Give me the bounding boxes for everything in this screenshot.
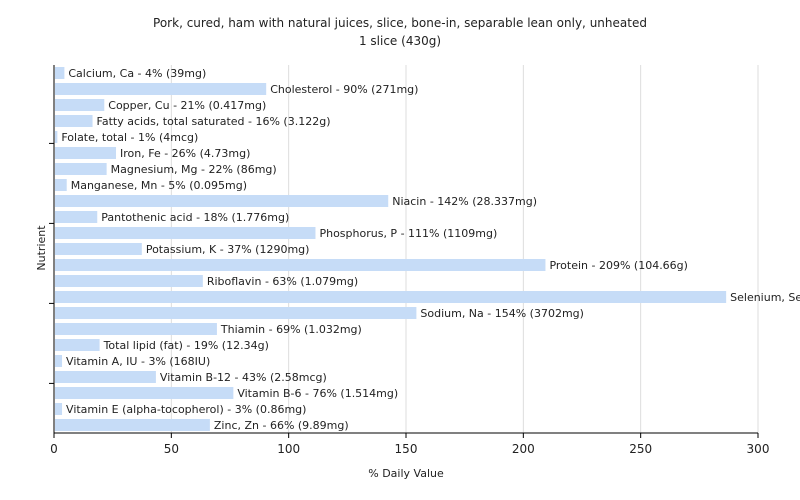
bar-label: Folate, total - 1% (4mcg) bbox=[61, 131, 198, 144]
bar-label: Manganese, Mn - 5% (0.095mg) bbox=[71, 179, 247, 192]
bar-label: Sodium, Na - 154% (3702mg) bbox=[420, 307, 584, 320]
bar-label: Total lipid (fat) - 19% (12.34g) bbox=[103, 339, 269, 352]
bar-label: Riboflavin - 63% (1.079mg) bbox=[207, 275, 358, 288]
bar bbox=[55, 291, 727, 303]
bar bbox=[55, 227, 316, 239]
bar bbox=[55, 83, 267, 95]
bar-label: Phosphorus, P - 111% (1109mg) bbox=[319, 227, 497, 240]
chart-subtitle: 1 slice (430g) bbox=[359, 34, 441, 48]
bar bbox=[55, 67, 65, 79]
bar bbox=[55, 419, 210, 431]
x-tick-label: 0 bbox=[50, 442, 58, 456]
bar-label: Potassium, K - 37% (1290mg) bbox=[146, 243, 310, 256]
bar bbox=[55, 131, 58, 143]
bar bbox=[55, 99, 105, 111]
bar-label: Vitamin E (alpha-tocopherol) - 3% (0.86m… bbox=[66, 403, 306, 416]
bar-label: Niacin - 142% (28.337mg) bbox=[392, 195, 537, 208]
bar-label: Protein - 209% (104.66g) bbox=[549, 259, 688, 272]
x-tick-label: 300 bbox=[747, 442, 770, 456]
x-tick-label: 150 bbox=[395, 442, 418, 456]
bar bbox=[55, 179, 67, 191]
bar-label: Fatty acids, total saturated - 16% (3.12… bbox=[97, 115, 331, 128]
grid-lines bbox=[170, 65, 759, 433]
bar bbox=[55, 323, 217, 335]
bar bbox=[55, 243, 142, 255]
bar bbox=[55, 387, 234, 399]
x-tick-label: 250 bbox=[629, 442, 652, 456]
bar bbox=[55, 371, 156, 383]
y-axis-label: Nutrient bbox=[35, 225, 48, 271]
bar-label: Zinc, Zn - 66% (9.89mg) bbox=[214, 419, 349, 432]
bar-label: Calcium, Ca - 4% (39mg) bbox=[68, 67, 206, 80]
bar bbox=[55, 307, 417, 319]
bar-label: Cholesterol - 90% (271mg) bbox=[270, 83, 418, 96]
x-axis-label: % Daily Value bbox=[368, 467, 444, 480]
bar-label: Iron, Fe - 26% (4.73mg) bbox=[120, 147, 250, 160]
bar bbox=[55, 115, 93, 127]
bars: Calcium, Ca - 4% (39mg) Cholesterol - 90%… bbox=[55, 67, 800, 432]
bar bbox=[55, 195, 389, 207]
bar bbox=[55, 355, 63, 367]
bar bbox=[55, 147, 117, 159]
bar-label: Thiamin - 69% (1.032mg) bbox=[220, 323, 362, 336]
x-tick-label: 200 bbox=[512, 442, 535, 456]
bar-label: Copper, Cu - 21% (0.417mg) bbox=[108, 99, 266, 112]
chart-title: Pork, cured, ham with natural juices, sl… bbox=[153, 16, 647, 30]
bar-label: Pantothenic acid - 18% (1.776mg) bbox=[101, 211, 289, 224]
bar bbox=[55, 275, 203, 287]
bar bbox=[55, 163, 107, 175]
bar bbox=[55, 259, 546, 271]
bar-label: Vitamin B-6 - 76% (1.514mg) bbox=[237, 387, 398, 400]
bar-label: Vitamin B-12 - 43% (2.58mcg) bbox=[160, 371, 327, 384]
axes: 0 50 100 150 200 250 300 bbox=[49, 65, 769, 456]
x-tick-label: 100 bbox=[277, 442, 300, 456]
bar-label: Selenium, Se - 286% (200.0mcg) bbox=[730, 291, 800, 304]
bar bbox=[55, 403, 63, 415]
bar-label: Magnesium, Mg - 22% (86mg) bbox=[111, 163, 277, 176]
x-tick-label: 50 bbox=[164, 442, 179, 456]
bar bbox=[55, 339, 100, 351]
bar bbox=[55, 211, 98, 223]
bar-label: Vitamin A, IU - 3% (168IU) bbox=[66, 355, 210, 368]
